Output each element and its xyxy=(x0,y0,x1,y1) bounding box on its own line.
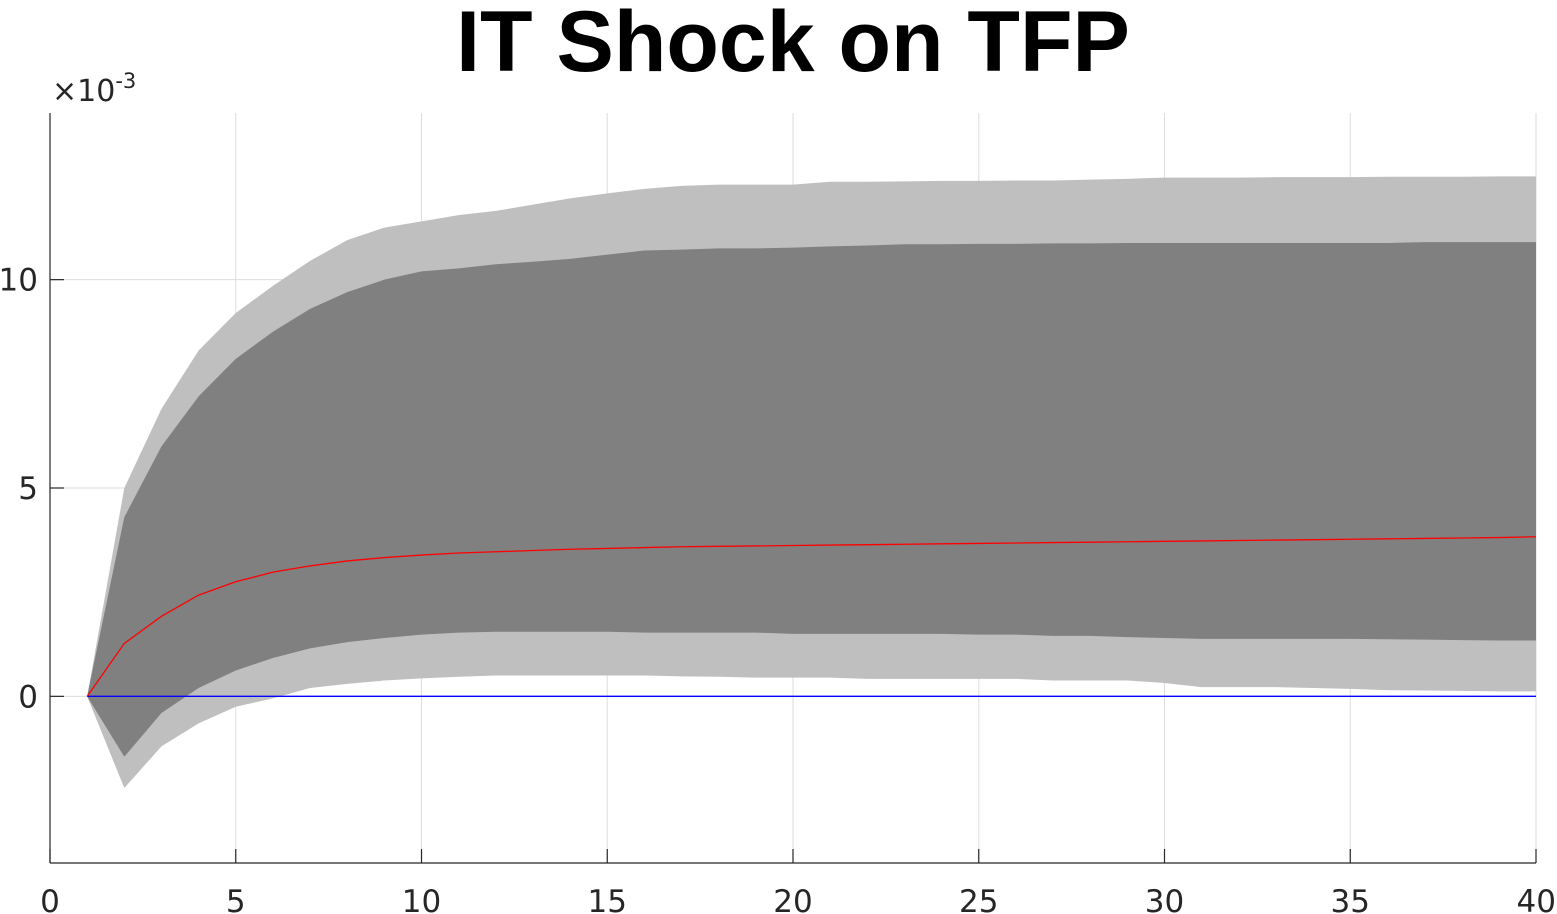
y-tick-label-2: 10 xyxy=(0,263,38,299)
x-tick-label-2: 10 xyxy=(402,884,441,914)
x-tick-label-1: 5 xyxy=(226,884,246,914)
inner-confidence-band xyxy=(87,242,1536,757)
x-tick-label-5: 25 xyxy=(959,884,998,914)
x-tick-label-3: 15 xyxy=(588,884,627,914)
chart-title: IT Shock on TFP xyxy=(456,0,1130,90)
x-axis-ticks: 0 5 10 15 20 25 30 35 40 xyxy=(40,849,1556,914)
median-response-line xyxy=(86,536,1537,697)
confidence-bands xyxy=(87,176,1536,788)
x-tick-label-7: 35 xyxy=(1331,884,1370,914)
y-tick-label-0: 0 xyxy=(18,679,38,715)
y-tick-label-1: 5 xyxy=(18,471,38,507)
y-axis-ticks: 0 5 10 xyxy=(0,263,64,715)
x-tick-label-6: 30 xyxy=(1145,884,1184,914)
series-lines xyxy=(86,536,1537,697)
y-axis-exponent-base: ×10 xyxy=(52,74,115,109)
x-tick-label-0: 0 xyxy=(40,884,60,914)
x-tick-label-4: 20 xyxy=(773,884,812,914)
x-tick-label-8: 40 xyxy=(1517,884,1556,914)
y-axis-exponent-power: -3 xyxy=(115,69,136,93)
y-axis-exponent-label: ×10-3 xyxy=(52,69,136,109)
